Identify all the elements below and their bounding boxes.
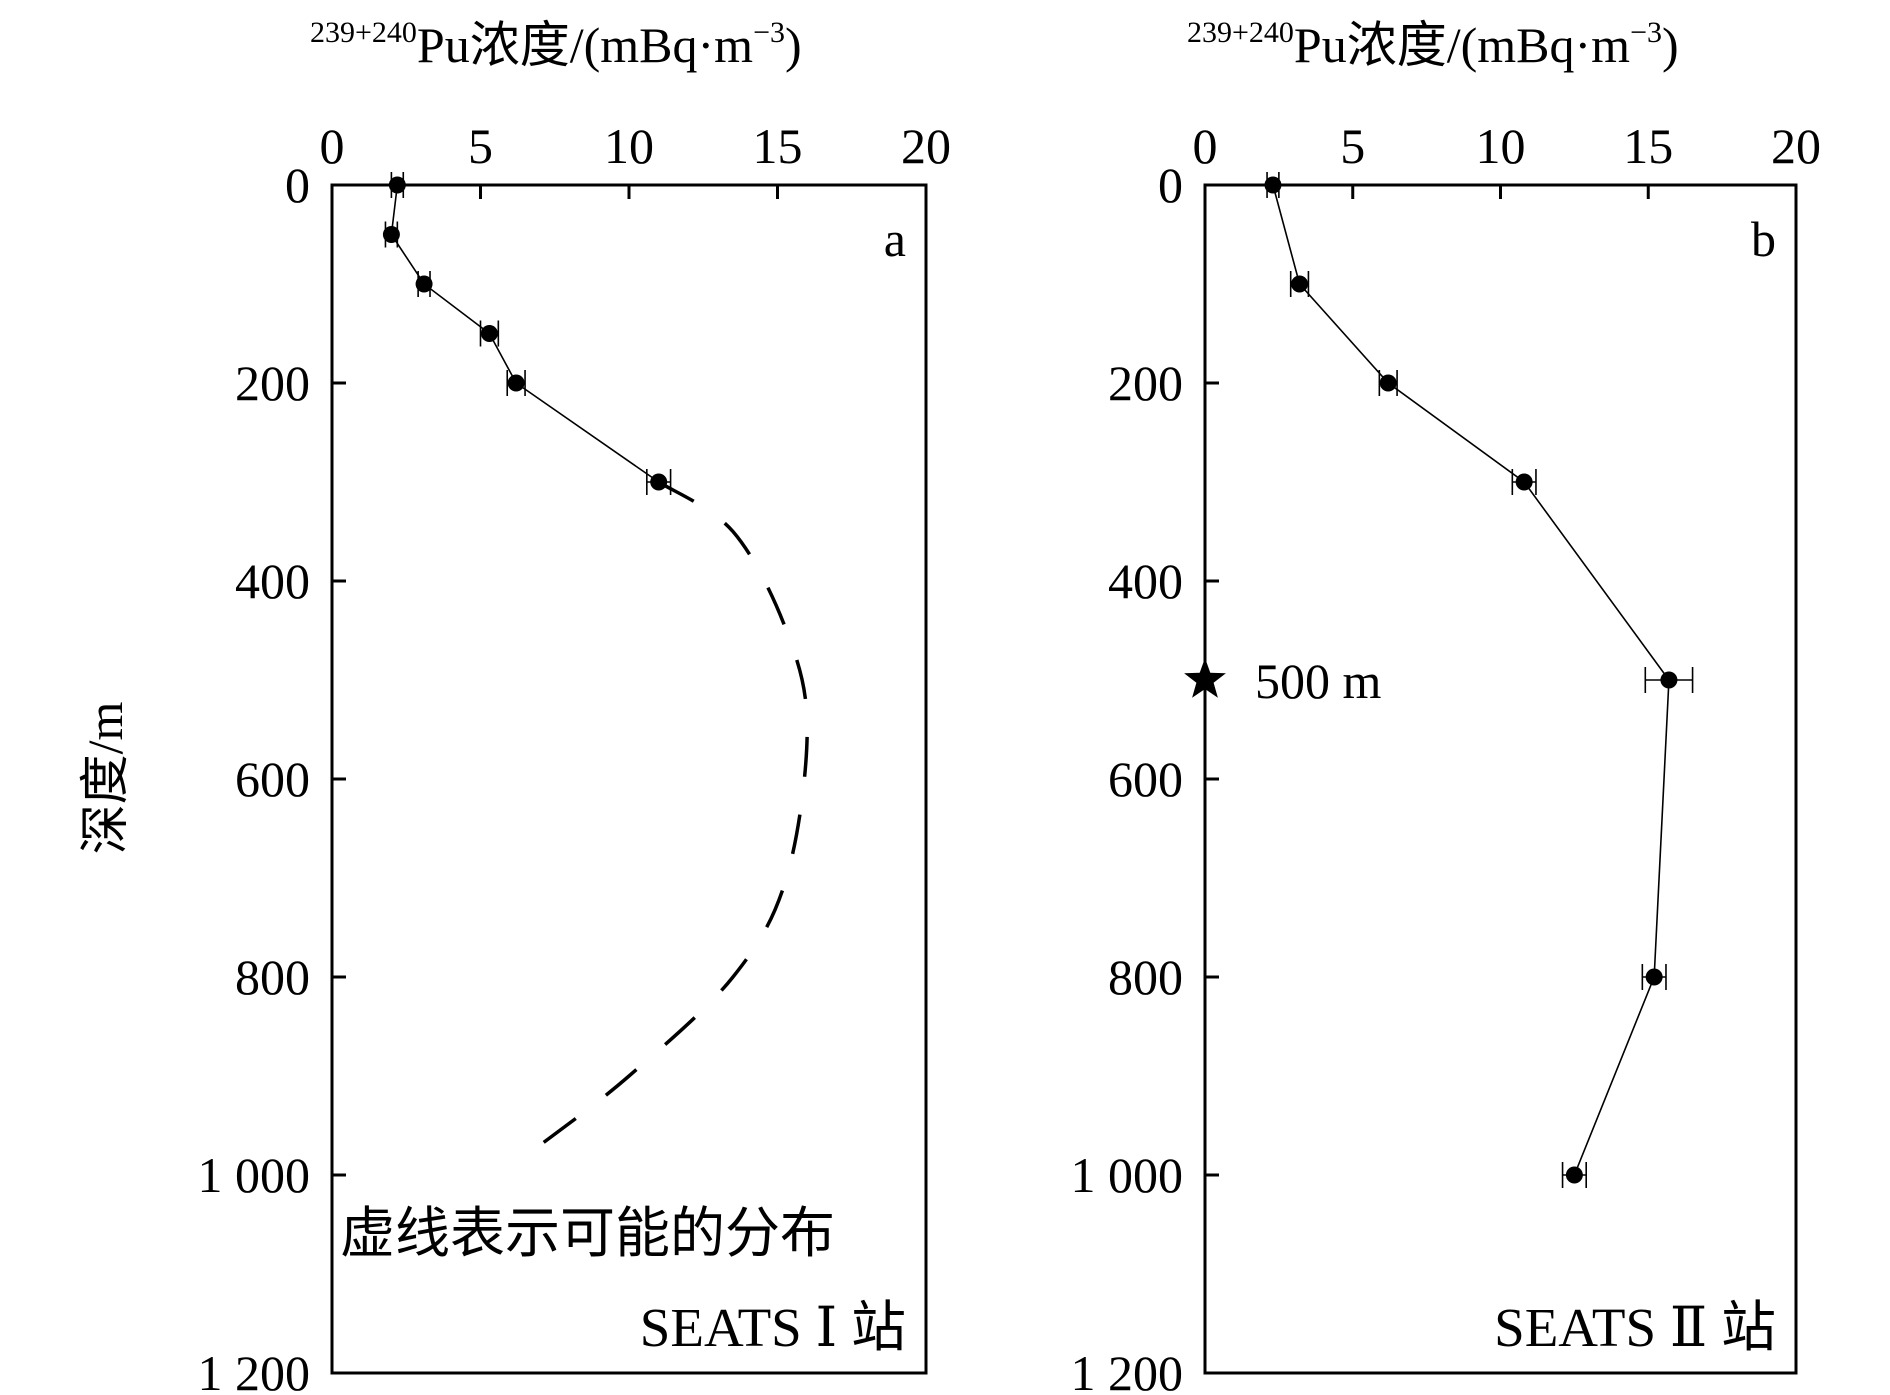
dashed-distribution-curve bbox=[538, 480, 809, 1147]
y-tick-label: 1 200 bbox=[1071, 1345, 1184, 1395]
x-tick-label: 20 bbox=[901, 118, 951, 174]
x-tick-label: 10 bbox=[604, 118, 654, 174]
plot-frame bbox=[330, 183, 928, 1375]
y-tick-label: 0 bbox=[285, 157, 310, 213]
data-point bbox=[388, 176, 406, 194]
data-point bbox=[415, 275, 433, 293]
y-tick-label: 200 bbox=[1108, 355, 1183, 411]
star-marker-group: 500 m bbox=[1184, 653, 1382, 709]
series-group bbox=[1264, 172, 1694, 1188]
y-tick-label: 200 bbox=[235, 355, 310, 411]
x-tick-label: 0 bbox=[320, 118, 345, 174]
data-point bbox=[650, 473, 668, 491]
y-tick-label: 1 000 bbox=[198, 1147, 311, 1203]
y-axis-label: 深度/m bbox=[77, 702, 133, 855]
data-point bbox=[480, 325, 498, 342]
x-tick-label: 15 bbox=[1623, 118, 1673, 174]
x-tick-label: 0 bbox=[1193, 118, 1218, 174]
annotation: 虚线表示可能的分布 bbox=[340, 1203, 835, 1264]
y-tick-label: 800 bbox=[1108, 949, 1183, 1005]
plot-frame bbox=[1203, 183, 1798, 1375]
y-tick-label: 800 bbox=[235, 949, 310, 1005]
star-label: 500 m bbox=[1255, 653, 1382, 709]
data-point bbox=[1379, 374, 1397, 392]
y-tick-label: 0 bbox=[1158, 157, 1183, 213]
x-tick-group: 0 5 10 15 20 bbox=[1193, 118, 1821, 199]
x-axis-title: 239+240Pu浓度/(mBq·m−3) bbox=[1187, 16, 1679, 73]
x-tick-label: 10 bbox=[1476, 118, 1526, 174]
series-group bbox=[382, 172, 672, 495]
data-point bbox=[507, 374, 525, 392]
star-icon bbox=[1184, 658, 1226, 698]
data-point bbox=[1515, 473, 1533, 491]
station-label: SEATS Ⅰ 站 bbox=[640, 1297, 906, 1358]
data-point bbox=[1645, 968, 1663, 986]
data-point bbox=[1264, 176, 1282, 194]
x-tick-label: 5 bbox=[1340, 118, 1365, 174]
y-tick-group: 0 200 400 600 800 1 000 1 200 bbox=[1071, 157, 1219, 1395]
station-label: SEATS Ⅱ 站 bbox=[1494, 1297, 1776, 1358]
dashed-curve-group bbox=[538, 480, 809, 1147]
chart-panel-b: 239+240Pu浓度/(mBq·m−3) 0 5 10 15 20 0 200 400 60… bbox=[1071, 16, 1822, 1395]
data-point bbox=[1660, 671, 1678, 689]
y-tick-label: 400 bbox=[235, 553, 310, 609]
x-tick-label: 20 bbox=[1771, 118, 1821, 174]
x-tick-label: 5 bbox=[468, 118, 493, 174]
y-tick-label: 400 bbox=[1108, 553, 1183, 609]
panel-label: b bbox=[1751, 211, 1776, 267]
y-tick-label: 1 000 bbox=[1071, 1147, 1184, 1203]
data-point bbox=[1291, 275, 1309, 293]
data-point bbox=[1565, 1166, 1583, 1184]
y-tick-label: 600 bbox=[235, 751, 310, 807]
series-line bbox=[390, 184, 660, 483]
x-tick-group: 0 5 10 15 20 bbox=[320, 118, 951, 199]
panel-label: a bbox=[884, 211, 906, 267]
x-axis-title: 239+240Pu浓度/(mBq·m−3) bbox=[310, 16, 802, 73]
y-tick-group: 0 200 400 600 800 1 000 1 200 bbox=[198, 157, 346, 1395]
y-tick-label: 1 200 bbox=[198, 1345, 311, 1395]
y-tick-label: 600 bbox=[1108, 751, 1183, 807]
data-point bbox=[382, 226, 400, 243]
x-tick-label: 15 bbox=[753, 118, 803, 174]
chart-panel-a: 239+240Pu浓度/(mBq·m−3) 0 5 10 15 20 0 200 400 60… bbox=[198, 16, 952, 1395]
